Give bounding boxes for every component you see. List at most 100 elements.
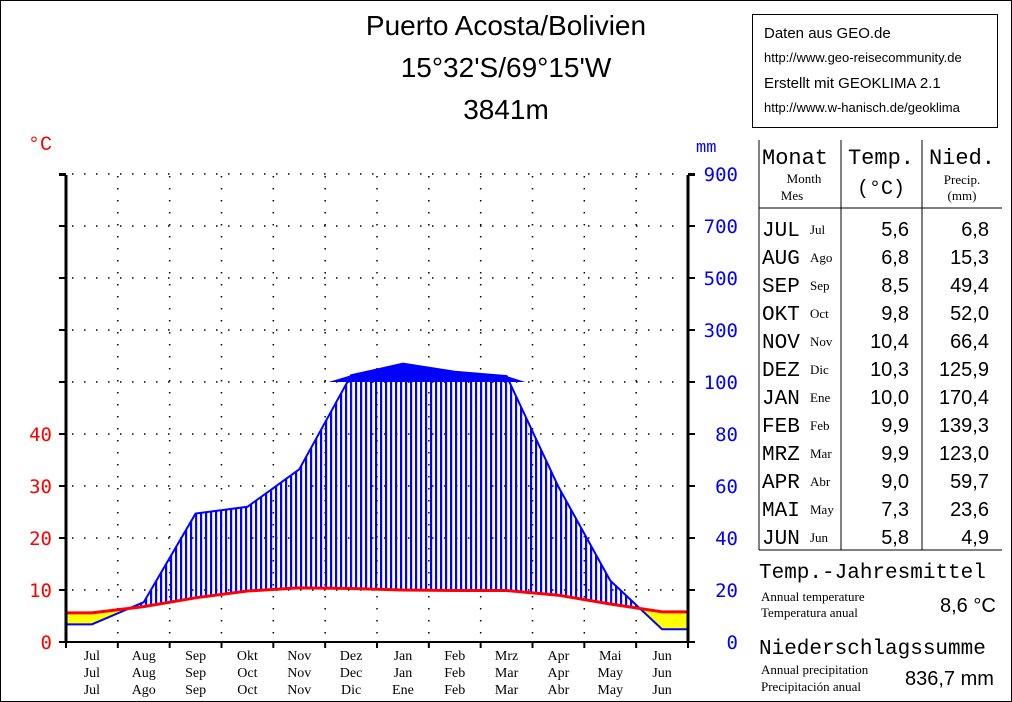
temp-unit-label: °C xyxy=(28,134,52,157)
table-month: SEP xyxy=(762,276,800,299)
precip-tick-label: 20 xyxy=(715,580,738,602)
table-precip-value: 123,0 xyxy=(939,443,989,465)
humid-area xyxy=(558,486,611,605)
precip-unit-label: mm xyxy=(696,139,716,158)
data-table: Monat Month Mes Temp. (°C) Nied. Precip.… xyxy=(758,140,1002,551)
month-label: Aug xyxy=(132,649,156,664)
station-name: Puerto Acosta/Bolivien xyxy=(365,10,647,41)
precip-tick-label: 60 xyxy=(715,476,738,498)
table-month-es: May xyxy=(810,502,834,517)
humid-area xyxy=(299,375,352,589)
table-temp-value: 9,9 xyxy=(881,415,909,437)
month-label: Dec xyxy=(340,666,363,681)
station-elevation: 3841m xyxy=(463,94,549,125)
table-month-es: Nov xyxy=(810,334,833,349)
table-temp-value: 5,6 xyxy=(881,219,909,241)
month-label: Sep xyxy=(185,649,206,664)
table-month: NOV xyxy=(762,332,800,355)
humid-area xyxy=(195,506,248,598)
climate-lines xyxy=(66,362,688,631)
credit-data-url[interactable]: http://www.geo-reisecommunity.de xyxy=(764,50,962,65)
table-temp-value: 10,4 xyxy=(870,331,909,353)
table-header-month: Monat xyxy=(762,146,828,171)
table-temp-value: 9,9 xyxy=(881,443,909,465)
temp-tick-label: 0 xyxy=(41,632,52,654)
table-month: DEZ xyxy=(762,360,800,383)
month-label: Oct xyxy=(237,666,257,681)
precip-excess-area xyxy=(328,363,526,382)
month-label: Sep xyxy=(185,666,206,681)
humid-area xyxy=(351,363,403,590)
table-month-es: Mar xyxy=(810,446,832,461)
table-temp-value: 9,0 xyxy=(881,471,909,493)
table-precip-value: 139,3 xyxy=(939,415,989,437)
table-header-precip-unit: (mm) xyxy=(948,188,977,203)
table-month: JUN xyxy=(762,528,800,551)
month-label: Feb xyxy=(444,649,465,664)
annual-temp-label: Temp.-Jahresmittel xyxy=(759,562,986,585)
table-precip-value: 49,4 xyxy=(950,275,989,297)
month-label: Jul xyxy=(84,666,100,681)
precip-tick-label: 80 xyxy=(715,424,738,446)
month-label: Jul xyxy=(84,649,100,664)
credit-tool-url[interactable]: http://www.w-hanisch.de/geoklima xyxy=(764,100,960,115)
precip-tick-label: 40 xyxy=(715,528,738,550)
table-month: APR xyxy=(762,472,800,495)
month-label: Feb xyxy=(444,666,465,681)
month-label: Aug xyxy=(132,666,156,681)
month-label: Nov xyxy=(287,683,311,698)
precip-tick-label: 500 xyxy=(704,268,738,290)
humid-area xyxy=(247,469,300,592)
table-precip-value: 66,4 xyxy=(950,331,989,353)
month-label: Ago xyxy=(132,683,156,698)
table-precip-value: 6,8 xyxy=(961,219,989,241)
month-label: Sep xyxy=(185,683,206,698)
table-temp-value: 10,3 xyxy=(870,359,909,381)
annual-precip-label-en: Annual precipitation xyxy=(761,662,869,677)
table-month: MRZ xyxy=(762,444,800,467)
table-precip-value: 125,9 xyxy=(939,359,989,381)
credit-box: Daten aus GEO.de http://www.geo-reisecom… xyxy=(752,14,998,128)
month-label: Mai xyxy=(599,649,622,664)
table-month-es: Dic xyxy=(810,362,829,377)
credit-data-source: Daten aus GEO.de xyxy=(764,25,891,42)
month-label: Oct xyxy=(237,683,257,698)
table-temp-value: 5,8 xyxy=(881,527,909,549)
table-month: JUL xyxy=(762,220,800,243)
annual-precip-value: 836,7 mm xyxy=(905,668,994,690)
climate-areas xyxy=(66,363,688,630)
table-header-month-es: Mes xyxy=(781,188,803,203)
month-label: Apr xyxy=(548,666,570,681)
table-month-es: Jun xyxy=(810,530,829,545)
temp-tick-label: 40 xyxy=(29,424,52,446)
annual-temp-label-es: Temperatura anual xyxy=(761,605,858,620)
month-label: Dic xyxy=(341,683,361,698)
table-month-es: Ene xyxy=(810,390,830,405)
table-precip-value: 59,7 xyxy=(950,471,989,493)
month-label: Mar xyxy=(495,683,519,698)
table-precip-value: 52,0 xyxy=(950,303,989,325)
month-label: Feb xyxy=(444,683,465,698)
humid-area xyxy=(454,371,507,591)
axis-labels: °C mm 0 10 20 30 40 0 20 40 60 80 100 300 500 700 900 J… xyxy=(28,134,738,698)
table-header-precip-en: Precip. xyxy=(944,172,980,187)
humid-area xyxy=(506,376,559,596)
month-label: Jul xyxy=(84,683,100,698)
month-label: Okt xyxy=(237,649,258,664)
temp-tick-label: 10 xyxy=(29,580,52,602)
month-label: Ene xyxy=(392,683,414,698)
month-label: Jun xyxy=(652,666,671,681)
table-header-month-en: Month xyxy=(787,171,822,186)
month-label: Nov xyxy=(287,649,311,664)
precip-tick-label: 0 xyxy=(727,632,738,654)
annual-temp-value: 8,6 °C xyxy=(940,595,996,617)
precip-tick-label: 700 xyxy=(704,216,738,238)
table-precip-value: 15,3 xyxy=(950,247,989,269)
table-temp-value: 6,8 xyxy=(881,247,909,269)
month-label: Jun xyxy=(652,683,671,698)
axis-ticks xyxy=(59,173,695,648)
month-label: Dez xyxy=(340,649,363,664)
table-month-es: Ago xyxy=(810,250,832,265)
table-temp-value: 9,8 xyxy=(881,303,909,325)
month-label: Jan xyxy=(394,666,413,681)
